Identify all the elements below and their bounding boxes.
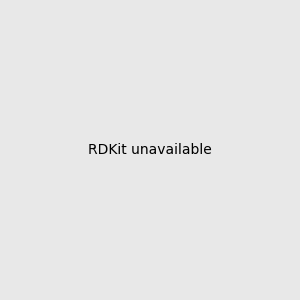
Text: RDKit unavailable: RDKit unavailable <box>88 143 212 157</box>
